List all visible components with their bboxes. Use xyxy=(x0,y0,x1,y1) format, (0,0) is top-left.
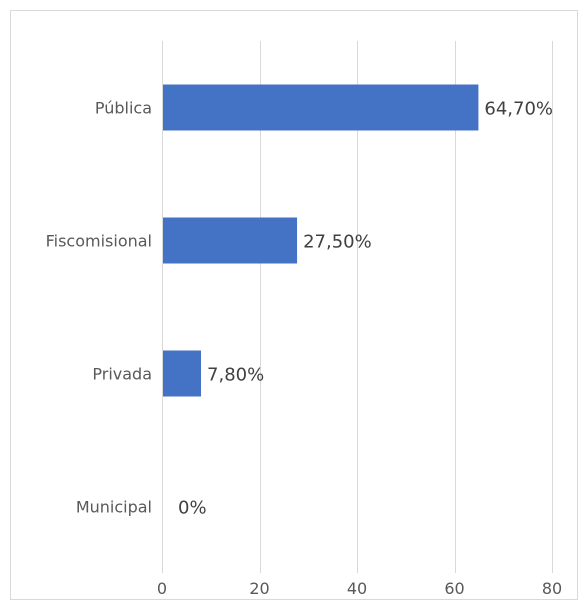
x-tick-label: 80 xyxy=(542,579,562,598)
category-label: Pública xyxy=(95,99,152,118)
category-labels: Pública Fiscomisional Privada Municipal xyxy=(46,99,152,517)
bar-chart: Pública Fiscomisional Privada Municipal 0 20… xyxy=(46,41,562,598)
x-tick-label: 40 xyxy=(347,579,367,598)
bar xyxy=(163,350,202,397)
category-label: Municipal xyxy=(76,498,152,517)
bar xyxy=(163,84,479,131)
data-label: 7,80% xyxy=(207,365,264,386)
x-tick-labels: 0 20 40 60 80 xyxy=(157,579,562,598)
data-label: 64,70% xyxy=(484,99,553,120)
category-label: Fiscomisional xyxy=(46,232,152,251)
x-tick-label: 0 xyxy=(157,579,167,598)
x-tick-label: 60 xyxy=(444,579,464,598)
x-tick-label: 20 xyxy=(249,579,269,598)
bars xyxy=(163,84,479,397)
chart-frame: Pública Fiscomisional Privada Municipal 0 20… xyxy=(10,10,578,600)
data-label: 0% xyxy=(178,498,207,519)
data-labels: 64,70% 27,50% 7,80% 0% xyxy=(178,99,553,519)
bar xyxy=(163,217,298,264)
category-label: Privada xyxy=(92,365,152,384)
data-label: 27,50% xyxy=(303,232,372,253)
